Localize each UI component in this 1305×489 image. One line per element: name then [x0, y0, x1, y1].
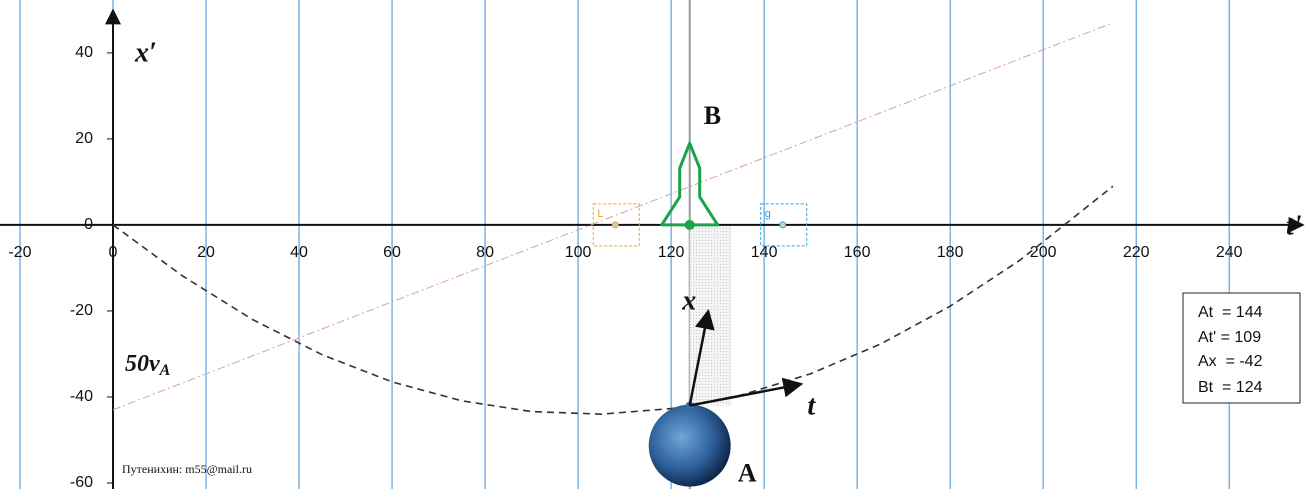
- y-tick-label: -60: [70, 474, 93, 489]
- rocket-label: B: [704, 101, 721, 130]
- x-tick-label: 140: [751, 244, 778, 261]
- y-axis-label: x′: [134, 37, 157, 68]
- y-tick-label: -40: [70, 388, 93, 405]
- vector-label: t: [807, 390, 816, 421]
- credit: Путенихин: m55@mail.ru: [122, 462, 252, 476]
- info-line: At = 144: [1198, 304, 1263, 321]
- x-tick-label: 60: [383, 244, 401, 261]
- x-tick-label: 220: [1123, 244, 1150, 261]
- marker-label: g: [765, 208, 771, 220]
- x-tick-label: 80: [476, 244, 494, 261]
- chart: -20020406080100120140160180200220240-60-…: [0, 0, 1305, 489]
- marker-label: L: [597, 208, 603, 220]
- y-tick-label: 20: [75, 130, 93, 147]
- info-line: At' = 109: [1198, 329, 1261, 346]
- series-line: [113, 23, 1113, 410]
- speed-label: 50vA: [125, 351, 171, 379]
- x-tick-label: 20: [197, 244, 215, 261]
- x-tick-label: -20: [8, 244, 31, 261]
- x-tick-label: 160: [844, 244, 871, 261]
- marker: [780, 222, 786, 228]
- series-line: [113, 186, 1113, 414]
- info-line: Bt = 124: [1198, 379, 1263, 396]
- x-tick-label: 180: [937, 244, 964, 261]
- x-tick-label: 240: [1216, 244, 1243, 261]
- y-tick-label: 40: [75, 44, 93, 61]
- axes: -20020406080100120140160180200220240-60-…: [0, 10, 1303, 489]
- earth: [649, 405, 731, 487]
- speed-sub: A: [159, 362, 171, 379]
- vector-label: x: [681, 285, 696, 316]
- x-tick-label: 100: [565, 244, 592, 261]
- x-tick-label: 40: [290, 244, 308, 261]
- x-tick-label: 120: [658, 244, 685, 261]
- speed-text: 50v: [125, 351, 160, 377]
- y-tick-label: -20: [70, 302, 93, 319]
- earth-label: A: [738, 459, 757, 488]
- info-line: Ax = -42: [1198, 353, 1263, 370]
- marker: [612, 222, 618, 228]
- x-tick-label: 200: [1030, 244, 1057, 261]
- rocket-base: [685, 220, 695, 230]
- x-axis-label: t': [1286, 210, 1302, 241]
